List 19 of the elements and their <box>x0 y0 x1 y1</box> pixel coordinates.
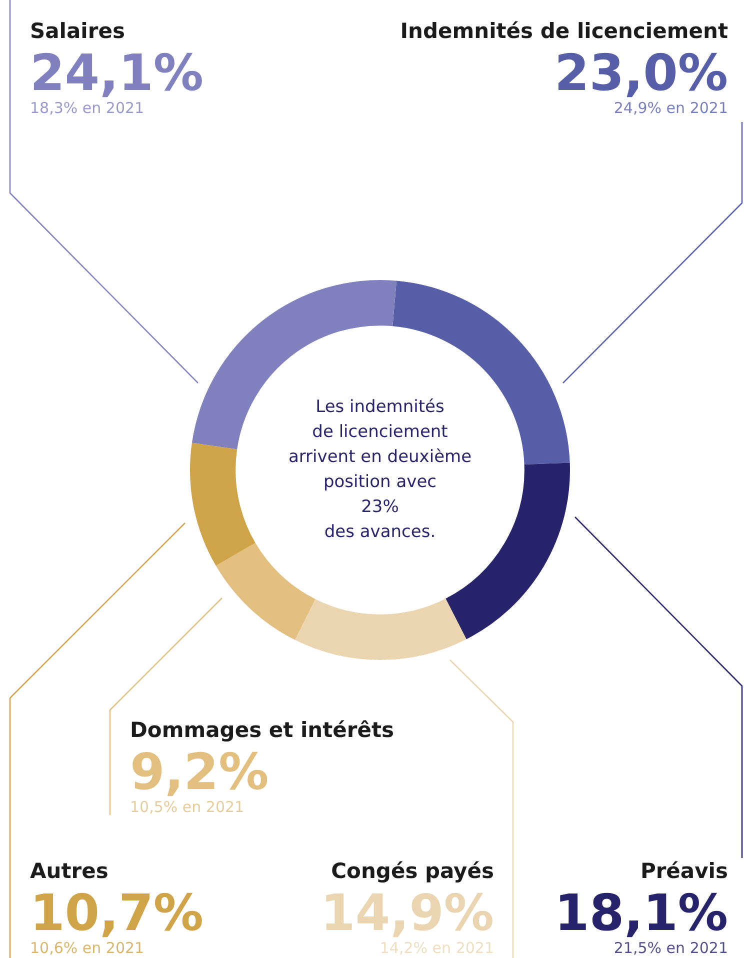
text: 24,9% en 2021 <box>614 99 728 117</box>
data-label: 14,9% <box>320 884 494 942</box>
data-label: 10,7% <box>30 884 204 942</box>
slice-label: Préavis <box>640 859 728 883</box>
slice-label: Salaires <box>30 19 125 43</box>
slice-label: Autres <box>30 859 108 883</box>
text: 18,3% en 2021 <box>30 99 144 117</box>
text: 10,6% en 2021 <box>30 939 144 957</box>
text: 10,5% en 2021 <box>130 798 244 816</box>
text: 14,2% en 2021 <box>380 939 494 957</box>
slice-label: Dommages et intérêts <box>130 718 394 742</box>
data-label: 9,2% <box>130 743 269 801</box>
data-label: 18,1% <box>554 884 728 942</box>
text: 21,5% en 2021 <box>614 939 728 957</box>
data-label: 24,1% <box>30 44 204 102</box>
slice-label: Congés payés <box>331 859 494 883</box>
text: Les indemnités de licenciement arrivent en deuxième position avec 23% des avances. <box>288 396 472 542</box>
data-label: 23,0% <box>554 44 728 102</box>
slice-label: Indemnités de licenciement <box>400 19 728 43</box>
